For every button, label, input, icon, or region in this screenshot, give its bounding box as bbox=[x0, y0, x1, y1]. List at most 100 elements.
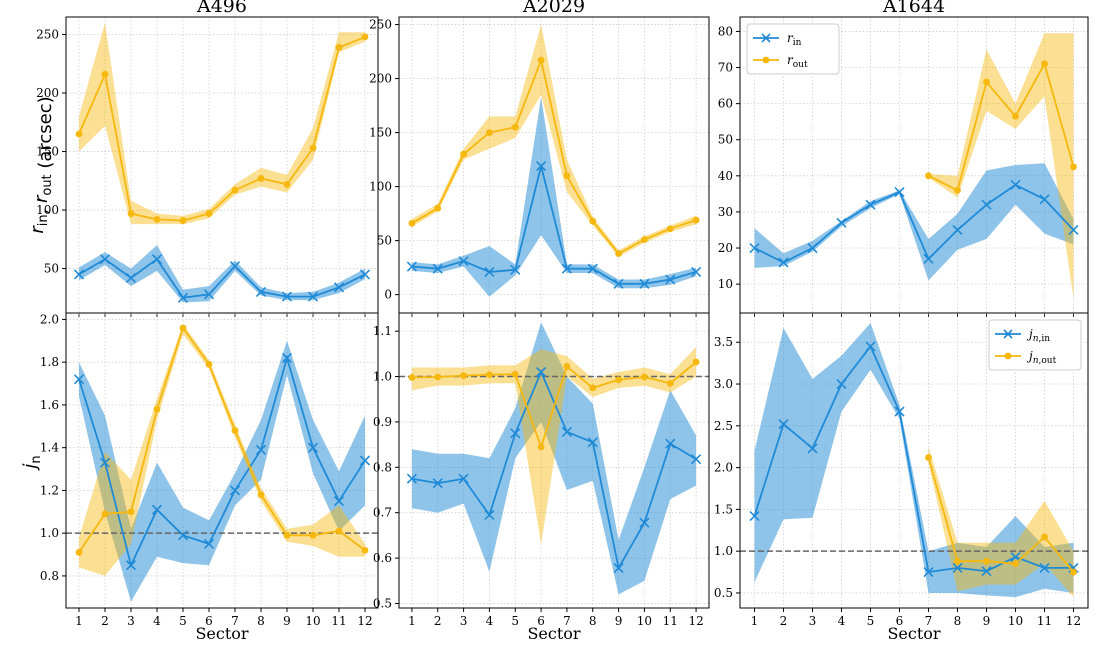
legend-label-base: r bbox=[787, 31, 794, 45]
plot-area bbox=[406, 24, 702, 297]
data-point-x bbox=[177, 530, 189, 541]
series-line-rin bbox=[754, 183, 1075, 264]
data-point-o bbox=[615, 376, 622, 384]
x-tick-label: 1 bbox=[75, 614, 83, 628]
data-point-o bbox=[1041, 533, 1048, 541]
x-tick-label: 8 bbox=[954, 614, 962, 628]
data-point-x bbox=[536, 161, 547, 172]
y-tick-label: 1.2 bbox=[40, 483, 59, 497]
data-point-x bbox=[73, 374, 85, 385]
band-jnout bbox=[928, 446, 1074, 598]
data-point-o bbox=[101, 510, 109, 518]
data-point-o bbox=[127, 508, 135, 516]
x-tick-label: 7 bbox=[925, 614, 933, 628]
data-point-o bbox=[615, 250, 622, 257]
band-rout bbox=[928, 33, 1074, 299]
y-tick-label: 0.5 bbox=[714, 586, 733, 600]
data-point-o bbox=[925, 454, 932, 461]
data-point-x bbox=[307, 442, 319, 453]
data-point-x bbox=[691, 266, 702, 278]
data-point-x bbox=[561, 263, 572, 274]
y-tick-label: 50 bbox=[44, 262, 59, 276]
data-point-o bbox=[257, 175, 265, 182]
data-point-o bbox=[153, 216, 161, 223]
data-point-o bbox=[309, 531, 317, 539]
plot-area bbox=[66, 323, 378, 602]
data-point-x bbox=[749, 242, 760, 254]
data-point-x bbox=[1039, 194, 1050, 205]
band-jnout bbox=[79, 323, 365, 576]
band-rout bbox=[411, 24, 697, 257]
legend-label-sub: in bbox=[793, 38, 802, 48]
x-tick-label: 10 bbox=[1008, 614, 1023, 628]
y-tick-label: 1.0 bbox=[714, 544, 733, 558]
data-point-x bbox=[536, 366, 547, 378]
x-tick-label: 9 bbox=[615, 614, 623, 628]
data-point-x bbox=[587, 263, 598, 274]
series-line-rout bbox=[411, 57, 697, 255]
y-tick-label: 200 bbox=[369, 72, 392, 86]
data-point-o bbox=[1070, 163, 1077, 171]
data-point-x bbox=[749, 511, 760, 522]
data-point-x bbox=[1010, 179, 1021, 190]
data-point-x bbox=[639, 278, 650, 289]
data-point-x bbox=[952, 224, 963, 236]
x-tick-label: 4 bbox=[153, 614, 161, 628]
data-point-x bbox=[203, 289, 215, 300]
band-rin bbox=[411, 96, 697, 297]
legend-marker-o bbox=[762, 56, 770, 64]
data-point-x bbox=[613, 278, 624, 289]
panel-A496-r: 50 100 150 200 250 A496 bbox=[36, 0, 379, 317]
y-tick-label: 2.5 bbox=[714, 419, 733, 433]
y-tick-label: 1.5 bbox=[714, 502, 733, 516]
y-axis-label-bottom: jn bbox=[20, 455, 44, 471]
series-line-rout bbox=[928, 61, 1075, 192]
y-tick-label: 150 bbox=[369, 126, 392, 140]
data-point-o bbox=[1012, 112, 1019, 120]
data-point-x bbox=[865, 341, 876, 352]
panel-A2029-j: 1 2 3 4 5 6 7 8 9 10 11 120.50.60.70.80.91.01.1Sect… bbox=[373, 312, 710, 643]
data-point-x bbox=[561, 426, 572, 437]
band-jnin bbox=[411, 322, 697, 595]
legend-label: rout bbox=[787, 53, 808, 70]
data-point-o bbox=[434, 204, 442, 212]
data-point-x bbox=[307, 291, 319, 302]
data-point-x bbox=[665, 274, 676, 285]
data-point-x bbox=[484, 509, 495, 521]
x-tick-label: 10 bbox=[305, 614, 320, 628]
y-tick-label: 0.6 bbox=[373, 551, 392, 565]
legend-label: jn,in bbox=[1026, 327, 1050, 344]
data-point-o bbox=[486, 371, 493, 379]
data-point-o bbox=[179, 324, 187, 332]
data-point-x bbox=[99, 254, 111, 265]
data-point-x bbox=[255, 286, 267, 298]
y-tick-label: 0.8 bbox=[373, 460, 392, 474]
series-line-rin bbox=[411, 165, 697, 285]
band-rin bbox=[754, 163, 1074, 281]
data-point-o bbox=[925, 172, 932, 180]
data-point-x bbox=[281, 352, 293, 363]
series-line-jnout bbox=[411, 361, 697, 450]
data-point-x bbox=[691, 454, 702, 465]
y-tick-label: 50 bbox=[718, 133, 733, 147]
data-point-x bbox=[665, 438, 676, 449]
x-tick-label: 11 bbox=[663, 614, 678, 628]
data-point-o bbox=[537, 56, 545, 64]
band-jnout bbox=[411, 347, 697, 545]
series-line-jnin bbox=[78, 354, 366, 568]
x-tick-label: 5 bbox=[867, 614, 875, 628]
x-tick-label: 5 bbox=[179, 614, 187, 628]
data-point-o bbox=[486, 129, 493, 136]
data-point-x bbox=[639, 517, 650, 528]
legend-label-base: r bbox=[787, 53, 794, 67]
data-point-x bbox=[359, 269, 371, 280]
data-point-x bbox=[981, 566, 992, 577]
legend-label-base: j bbox=[1026, 327, 1033, 341]
x-tick-label: 6 bbox=[537, 614, 545, 628]
legend-label-sub-rest: ,out bbox=[1039, 356, 1057, 366]
data-point-x bbox=[510, 264, 521, 275]
data-point-x bbox=[432, 263, 443, 274]
data-point-x bbox=[99, 457, 111, 468]
x-tick-label: 11 bbox=[331, 614, 346, 628]
